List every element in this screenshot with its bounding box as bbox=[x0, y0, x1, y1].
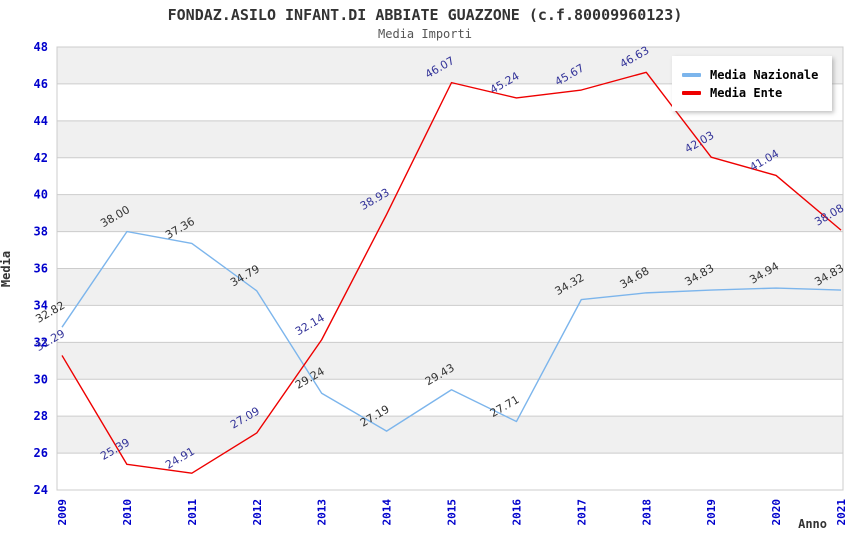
series-line-media-ente bbox=[61, 71, 842, 474]
x-tick-label: 2015 bbox=[446, 499, 459, 526]
media-nazionale-line-swatch bbox=[682, 72, 701, 77]
legend-label-media-ente: Media Ente bbox=[710, 85, 783, 100]
x-tick-label: 2009 bbox=[56, 499, 69, 526]
x-tick-label: 2012 bbox=[251, 499, 264, 526]
grid-band bbox=[57, 194, 843, 232]
y-axis-title: Media bbox=[0, 250, 13, 288]
grid-band bbox=[57, 268, 843, 306]
y-tick-label: 26 bbox=[34, 446, 48, 460]
grid-band bbox=[57, 120, 843, 158]
y-tick-label: 46 bbox=[34, 77, 48, 91]
x-tick-label: 2017 bbox=[575, 499, 588, 526]
data-label: 32.14 bbox=[293, 311, 327, 338]
y-tick-label: 28 bbox=[34, 409, 48, 423]
grid-band bbox=[57, 416, 843, 454]
series-line-media-nazionale bbox=[61, 230, 842, 432]
x-tick-label: 2011 bbox=[186, 499, 199, 526]
legend: Media Nazionale Media Ente bbox=[672, 56, 833, 111]
y-tick-label: 34 bbox=[34, 298, 48, 312]
legend-item-media-ente: Media Ente bbox=[682, 85, 818, 100]
x-tick-label: 2021 bbox=[835, 499, 848, 526]
y-tick-label: 30 bbox=[34, 372, 48, 386]
x-tick-label: 2016 bbox=[510, 499, 523, 526]
y-tick-label: 44 bbox=[34, 114, 48, 128]
y-tick-label: 36 bbox=[34, 262, 48, 276]
x-tick-label: 2020 bbox=[770, 499, 783, 526]
x-tick-label: 2019 bbox=[705, 499, 718, 526]
x-tick-label: 2018 bbox=[640, 499, 653, 526]
media-ente-line-swatch bbox=[682, 90, 701, 95]
legend-label-media-nazionale: Media Nazionale bbox=[710, 67, 819, 82]
y-tick-label: 32 bbox=[34, 335, 48, 349]
chart-title: FONDAZ.ASILO INFANT.DI ABBIATE GUAZZONE … bbox=[167, 6, 683, 24]
y-tick-label: 24 bbox=[34, 483, 48, 497]
x-tick-label: 2013 bbox=[316, 499, 329, 526]
x-tick-label: 2014 bbox=[381, 499, 394, 526]
legend-item-media-nazionale: Media Nazionale bbox=[682, 67, 818, 82]
y-tick-label: 40 bbox=[34, 188, 48, 202]
y-tick-label: 48 bbox=[34, 40, 48, 54]
y-tick-label: 38 bbox=[34, 225, 48, 239]
x-tick-label: 2010 bbox=[121, 499, 134, 526]
y-tick-label: 42 bbox=[34, 151, 48, 165]
grid-band bbox=[57, 342, 843, 380]
chart-subtitle: Media Importi bbox=[378, 27, 472, 41]
plot-border bbox=[56, 46, 844, 491]
x-axis-title: Anno bbox=[798, 517, 827, 531]
